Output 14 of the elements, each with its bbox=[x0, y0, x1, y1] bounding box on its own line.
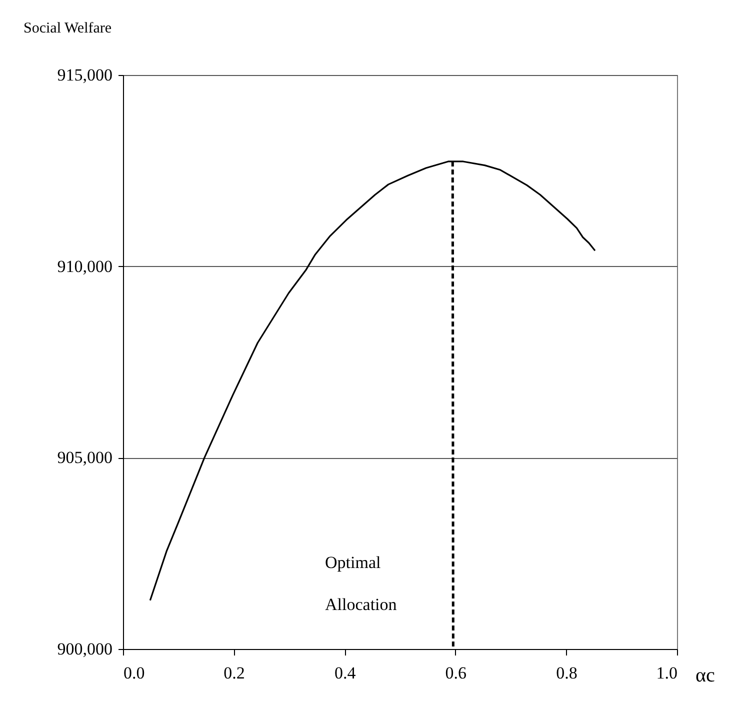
x-tick-label: 1.0 bbox=[656, 664, 678, 682]
annotation: Allocation bbox=[325, 595, 398, 614]
y-tick-label: 905,000 bbox=[57, 448, 112, 468]
y-axis-title: Social Welfare bbox=[24, 20, 112, 36]
y-tick-label: 900,000 bbox=[57, 640, 112, 658]
x-tick-label: 0.0 bbox=[124, 664, 145, 682]
x-tick-label: 0.4 bbox=[334, 664, 356, 682]
x-tick-label: 0.8 bbox=[556, 664, 578, 682]
y-tick-label: 910,000 bbox=[57, 256, 112, 276]
annotation: Optimal bbox=[325, 553, 381, 572]
x-axis-title: αc bbox=[696, 664, 715, 686]
x-tick-label: 0.6 bbox=[445, 664, 467, 682]
x-tick-label: 0.2 bbox=[224, 664, 245, 682]
y-tick-label: 915,000 bbox=[57, 66, 112, 84]
